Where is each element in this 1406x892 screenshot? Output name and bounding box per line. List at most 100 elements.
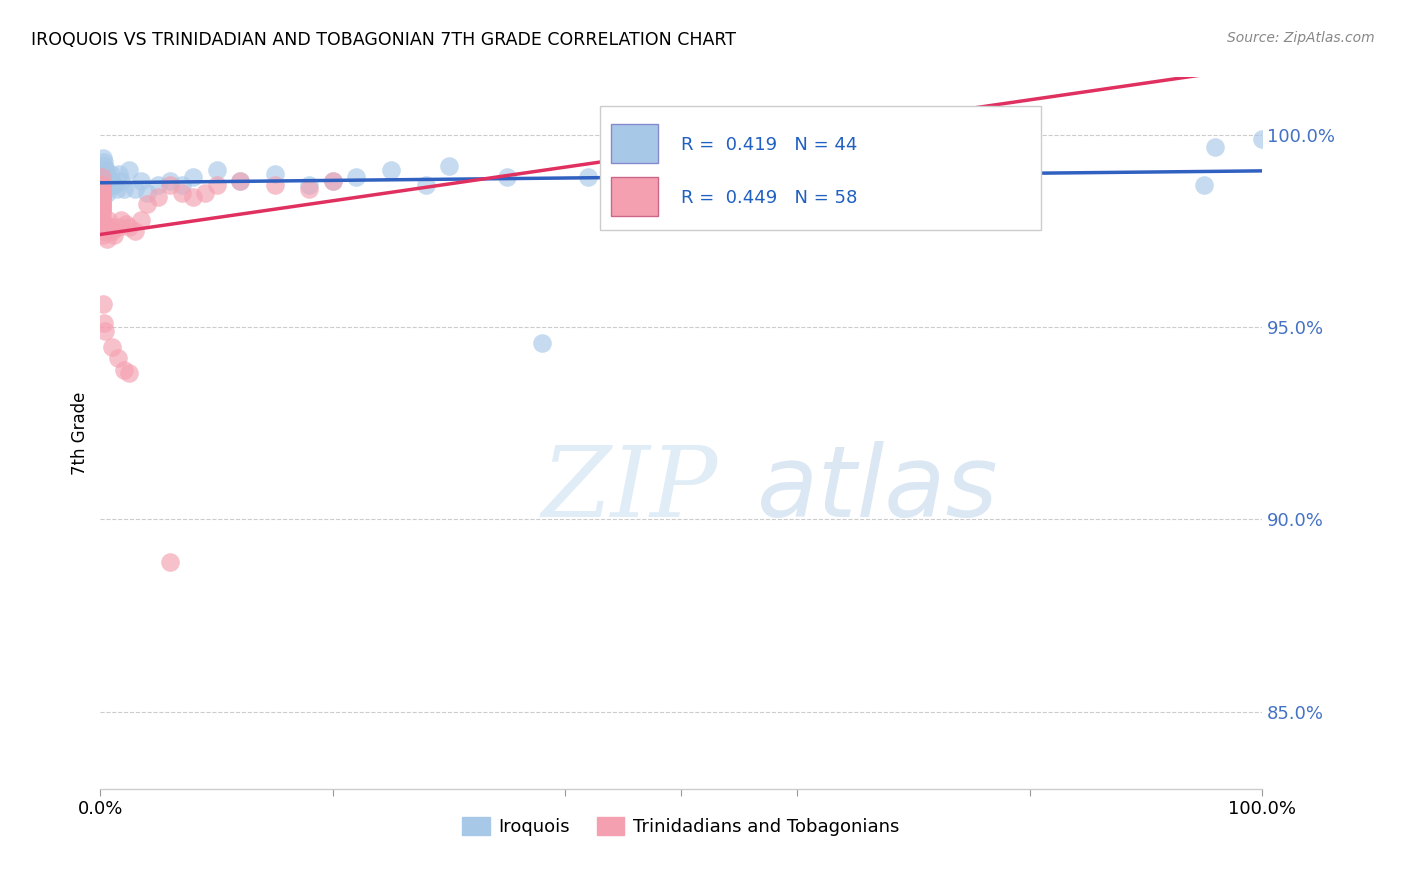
Point: [669, 178, 692, 192]
Point: [90, 189, 112, 203]
Point: [1204, 139, 1226, 153]
Point: [576, 170, 599, 185]
Point: [96, 232, 118, 246]
Point: [103, 178, 125, 192]
Point: [91, 151, 114, 165]
Point: [124, 224, 146, 238]
Point: [1192, 178, 1215, 192]
Point: [194, 186, 217, 200]
Point: [263, 167, 285, 181]
Point: [107, 220, 129, 235]
Point: [90, 186, 112, 200]
FancyBboxPatch shape: [612, 177, 658, 216]
Point: [322, 174, 344, 188]
Point: [110, 174, 132, 188]
Point: [90, 205, 112, 219]
Point: [90, 201, 112, 215]
Point: [91, 212, 114, 227]
Point: [181, 170, 204, 185]
Point: [91, 297, 114, 311]
Point: [90, 178, 112, 192]
Point: [90, 194, 112, 208]
Point: [118, 162, 141, 177]
Point: [786, 167, 808, 181]
Text: atlas: atlas: [756, 442, 998, 539]
Point: [90, 201, 112, 215]
Point: [97, 170, 120, 185]
Point: [496, 170, 519, 185]
Point: [129, 212, 152, 227]
Text: ZIP: ZIP: [541, 442, 718, 538]
Point: [322, 174, 344, 188]
Point: [170, 178, 193, 192]
Point: [97, 212, 120, 227]
Point: [96, 224, 118, 238]
Point: [96, 186, 118, 200]
Point: [93, 217, 115, 231]
Point: [90, 197, 112, 211]
Point: [107, 351, 129, 365]
Point: [112, 362, 135, 376]
Point: [108, 167, 131, 181]
Point: [159, 555, 181, 569]
Point: [229, 174, 252, 188]
Point: [101, 224, 124, 238]
Point: [91, 220, 114, 235]
Point: [90, 182, 112, 196]
Point: [135, 186, 157, 200]
Point: [110, 212, 132, 227]
Point: [90, 189, 112, 203]
Point: [530, 335, 553, 350]
Text: Source: ZipAtlas.com: Source: ZipAtlas.com: [1227, 31, 1375, 45]
Point: [229, 174, 252, 188]
Point: [112, 182, 135, 196]
Point: [344, 170, 367, 185]
Point: [105, 182, 128, 196]
Point: [380, 162, 402, 177]
FancyBboxPatch shape: [612, 124, 658, 162]
Point: [205, 178, 228, 192]
Text: R =  0.419   N = 44: R = 0.419 N = 44: [681, 136, 858, 154]
Point: [1251, 132, 1274, 146]
Point: [90, 178, 112, 192]
Point: [90, 186, 112, 200]
Point: [298, 182, 321, 196]
Point: [90, 194, 112, 208]
Point: [170, 186, 193, 200]
Point: [94, 174, 117, 188]
Point: [90, 189, 112, 203]
Point: [103, 227, 125, 242]
Point: [101, 174, 124, 188]
Text: R =  0.449   N = 58: R = 0.449 N = 58: [681, 189, 858, 207]
Legend: Iroquois, Trinidadians and Tobagonians: Iroquois, Trinidadians and Tobagonians: [456, 810, 907, 844]
Y-axis label: 7th Grade: 7th Grade: [72, 392, 89, 475]
Point: [98, 178, 121, 192]
Point: [181, 189, 204, 203]
Point: [124, 182, 146, 196]
Point: [148, 189, 170, 203]
Text: IROQUOIS VS TRINIDADIAN AND TOBAGONIAN 7TH GRADE CORRELATION CHART: IROQUOIS VS TRINIDADIAN AND TOBAGONIAN 7…: [31, 31, 735, 49]
Point: [91, 220, 114, 235]
Point: [101, 339, 124, 353]
Point: [115, 217, 138, 231]
Point: [118, 220, 141, 235]
Point: [148, 178, 170, 192]
Point: [90, 170, 112, 185]
Point: [90, 201, 112, 215]
Point: [263, 178, 285, 192]
Point: [90, 167, 112, 181]
Point: [93, 317, 115, 331]
Point: [91, 227, 114, 242]
Point: [90, 205, 112, 219]
Point: [903, 159, 925, 173]
Point: [159, 178, 181, 192]
Point: [298, 178, 321, 192]
Point: [98, 220, 121, 235]
Point: [91, 186, 114, 200]
Point: [205, 162, 228, 177]
Point: [1018, 155, 1040, 169]
Point: [90, 197, 112, 211]
Point: [159, 174, 181, 188]
Point: [93, 224, 115, 238]
Point: [118, 367, 141, 381]
